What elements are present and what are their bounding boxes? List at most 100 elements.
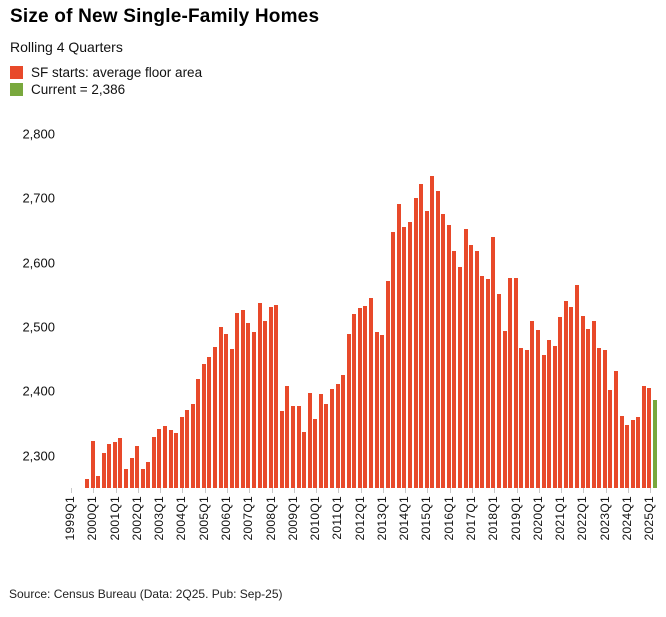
x-axis-tick (516, 488, 518, 493)
quarter-bar (441, 213, 446, 488)
quarter-bar (185, 410, 190, 488)
x-axis-tick (226, 488, 228, 493)
quarter-bar (201, 364, 206, 488)
quarter-bar (485, 279, 490, 488)
x-axis-tick-label: 2003Q1 (152, 496, 167, 541)
quarter-bar (168, 430, 173, 488)
y-axis-tick-label: 2,300 (22, 448, 55, 464)
x-axis-tick-label: 2011Q1 (330, 496, 345, 540)
quarter-bar (524, 350, 529, 488)
quarter-bar (123, 469, 128, 488)
quarter-bar (240, 309, 245, 488)
quarter-bar (591, 321, 596, 488)
quarter-bar (530, 321, 535, 488)
x-axis-tick-label: 2010Q1 (308, 496, 323, 541)
x-axis-tick (471, 488, 473, 493)
quarter-bar (458, 266, 463, 488)
current-swatch-icon (10, 83, 23, 96)
quarter-bar (513, 277, 518, 488)
quarter-bar (246, 323, 251, 488)
quarter-bar (307, 393, 312, 488)
x-axis-tick-label: 2005Q1 (196, 496, 211, 541)
quarter-bar (452, 250, 457, 488)
quarter-bar (196, 379, 201, 488)
quarter-bar (263, 321, 268, 488)
quarter-bar (174, 433, 179, 488)
quarter-bar (352, 313, 357, 488)
quarter-bar (318, 394, 323, 488)
quarter-bar (636, 417, 641, 488)
quarter-bar (224, 334, 229, 488)
quarter-bar (257, 302, 262, 488)
quarter-bar (508, 277, 513, 488)
quarter-bar (252, 332, 257, 488)
quarter-bar (558, 317, 563, 488)
quarter-bar (413, 198, 418, 488)
quarter-bar (536, 329, 540, 488)
quarter-bar (407, 222, 412, 488)
x-axis-tick (627, 488, 629, 493)
quarter-bar (285, 385, 290, 488)
x-axis-tick-label: 2021Q1 (553, 496, 568, 541)
quarter-bar (602, 350, 607, 488)
quarter-bar (229, 348, 234, 488)
quarter-bar (329, 388, 334, 488)
quarter-bar (291, 405, 296, 488)
quarter-bar (625, 424, 630, 488)
quarter-bar (107, 444, 112, 488)
quarter-bar (296, 406, 301, 488)
x-axis-tick (204, 488, 206, 493)
quarter-bar (146, 461, 151, 488)
x-axis-tick (71, 488, 73, 493)
quarter-bar (313, 418, 318, 488)
quarter-bar (541, 354, 546, 488)
quarter-bar (374, 332, 379, 488)
x-axis-tick-label: 2016Q1 (441, 496, 456, 541)
x-axis-tick-label: 2009Q1 (285, 496, 300, 541)
quarter-bar (324, 403, 329, 488)
x-axis-tick (316, 488, 318, 493)
page-title: Size of New Single-Family Homes (10, 6, 320, 27)
quarter-bar (424, 211, 429, 488)
y-axis-tick-label: 2,700 (22, 190, 55, 206)
x-axis-tick (650, 488, 652, 493)
legend-item: SF starts: average floor area (10, 64, 202, 81)
quarter-bar (157, 428, 162, 488)
quarter-bar (391, 231, 396, 488)
x-axis-tick (449, 488, 451, 493)
quarter-bar (569, 307, 574, 488)
x-axis-tick-label: 2013Q1 (374, 496, 389, 541)
quarter-bar (619, 415, 624, 488)
quarter-bar (547, 339, 552, 488)
x-axis-tick-label: 2022Q1 (575, 496, 590, 541)
quarter-bar (380, 335, 385, 488)
quarter-bar (162, 425, 167, 488)
quarter-bar (497, 294, 502, 488)
x-axis-tick (360, 488, 362, 493)
quarter-bar (341, 375, 346, 488)
quarter-bar (469, 244, 474, 488)
quarter-bar (90, 441, 95, 488)
source-note: Source: Census Bureau (Data: 2Q25. Pub: … (9, 587, 283, 601)
x-axis-tick-label: 2020Q1 (530, 496, 545, 541)
quarter-bar (435, 190, 440, 488)
quarter-bar (597, 347, 602, 488)
quarter-bar (446, 224, 451, 488)
legend-item: Current = 2,386 (10, 81, 202, 98)
quarter-bar (463, 228, 468, 488)
series-swatch-icon (10, 66, 23, 79)
quarter-bar (151, 436, 156, 488)
quarter-bar (346, 333, 351, 488)
quarter-bar (135, 446, 140, 488)
y-axis-tick-label: 2,500 (22, 319, 55, 335)
quarter-bar (563, 301, 568, 488)
quarter-bar (218, 327, 223, 488)
x-axis-tick-label: 2024Q1 (619, 496, 634, 541)
quarter-bar (641, 386, 646, 488)
quarter-bar (491, 236, 496, 488)
quarter-bar (85, 479, 89, 488)
x-axis-tick-label: 2008Q1 (263, 496, 278, 541)
quarter-bar (268, 306, 273, 488)
quarter-bar (190, 403, 195, 488)
